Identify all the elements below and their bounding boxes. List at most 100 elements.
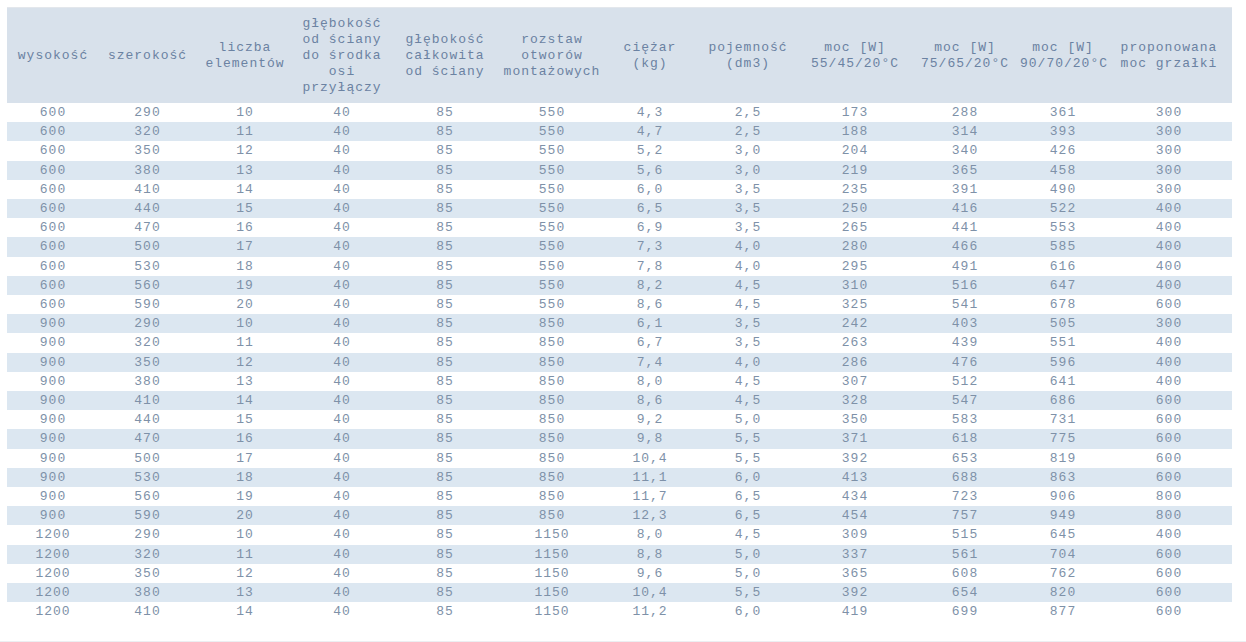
- cell-rozstaw-otworow: 1150: [500, 564, 604, 583]
- cell-moc-90-70-20: 819: [1020, 449, 1106, 468]
- cell-szerokosc: 380: [99, 583, 196, 602]
- table-row: 1200380134085115010,45,5392654820600: [7, 583, 1232, 602]
- cell-moc-55-45-20: 250: [800, 199, 910, 218]
- cell-liczba-elementow: 18: [196, 257, 294, 276]
- cell-glebokosc-calkowita: 85: [390, 506, 500, 525]
- cell-moc-75-65-20: 515: [910, 525, 1020, 544]
- cell-rozstaw-otworow: 850: [500, 314, 604, 333]
- cell-moc-90-70-20: 490: [1020, 180, 1106, 199]
- table-row: 1200410144085115011,26,0419699877600: [7, 602, 1232, 621]
- cell-moc-75-65-20: 416: [910, 199, 1020, 218]
- cell-wysokosc: 600: [7, 237, 99, 256]
- cell-rozstaw-otworow: 550: [500, 141, 604, 160]
- cell-ciezar-kg: 5,2: [604, 141, 696, 160]
- cell-szerokosc: 380: [99, 161, 196, 180]
- cell-rozstaw-otworow: 850: [500, 487, 604, 506]
- cell-moc-75-65-20: 391: [910, 180, 1020, 199]
- cell-moc-75-65-20: 561: [910, 545, 1020, 564]
- cell-szerokosc: 500: [99, 237, 196, 256]
- cell-pojemnosc-dm3: 4,0: [696, 237, 800, 256]
- cell-wysokosc: 1200: [7, 602, 99, 621]
- cell-wysokosc: 600: [7, 122, 99, 141]
- cell-moc-90-70-20: 616: [1020, 257, 1106, 276]
- cell-liczba-elementow: 14: [196, 391, 294, 410]
- cell-moc-90-70-20: 505: [1020, 314, 1106, 333]
- cell-liczba-elementow: 12: [196, 353, 294, 372]
- cell-moc-75-65-20: 654: [910, 583, 1020, 602]
- cell-ciezar-kg: 6,1: [604, 314, 696, 333]
- cell-glebokosc-osi-przylaczy: 40: [294, 122, 390, 141]
- cell-szerokosc: 500: [99, 449, 196, 468]
- cell-szerokosc: 290: [99, 103, 196, 122]
- cell-wysokosc: 600: [7, 180, 99, 199]
- cell-moc-55-45-20: 286: [800, 353, 910, 372]
- cell-liczba-elementow: 15: [196, 410, 294, 429]
- cell-liczba-elementow: 13: [196, 372, 294, 391]
- cell-moc-90-70-20: 551: [1020, 333, 1106, 352]
- column-header-moc-90-70-20: moc [W] 90/70/20°C: [1020, 8, 1106, 104]
- table-row: 9004701640858509,85,5371618775600: [7, 429, 1232, 448]
- cell-glebokosc-calkowita: 85: [390, 141, 500, 160]
- cell-proponowana-moc-grzalki: 800: [1106, 487, 1232, 506]
- cell-glebokosc-osi-przylaczy: 40: [294, 276, 390, 295]
- cell-liczba-elementow: 10: [196, 314, 294, 333]
- column-header-proponowana-moc-grzalki: proponowana moc grzałki: [1106, 8, 1232, 104]
- cell-pojemnosc-dm3: 2,5: [696, 103, 800, 122]
- cell-rozstaw-otworow: 850: [500, 391, 604, 410]
- cell-moc-75-65-20: 314: [910, 122, 1020, 141]
- cell-liczba-elementow: 12: [196, 141, 294, 160]
- cell-ciezar-kg: 9,2: [604, 410, 696, 429]
- cell-moc-55-45-20: 434: [800, 487, 910, 506]
- cell-moc-75-65-20: 288: [910, 103, 1020, 122]
- cell-glebokosc-calkowita: 85: [390, 583, 500, 602]
- cell-szerokosc: 290: [99, 314, 196, 333]
- cell-glebokosc-calkowita: 85: [390, 333, 500, 352]
- cell-rozstaw-otworow: 850: [500, 468, 604, 487]
- cell-moc-75-65-20: 441: [910, 218, 1020, 237]
- cell-szerokosc: 440: [99, 199, 196, 218]
- cell-pojemnosc-dm3: 3,5: [696, 180, 800, 199]
- cell-moc-75-65-20: 516: [910, 276, 1020, 295]
- cell-moc-55-45-20: 188: [800, 122, 910, 141]
- cell-moc-75-65-20: 541: [910, 295, 1020, 314]
- cell-glebokosc-calkowita: 85: [390, 199, 500, 218]
- table-row: 90053018408585011,16,0413688863600: [7, 468, 1232, 487]
- cell-proponowana-moc-grzalki: 300: [1106, 161, 1232, 180]
- cell-moc-90-70-20: 458: [1020, 161, 1106, 180]
- radiator-spec-table: wysokośćszerokośćliczba elementówgłęboko…: [7, 7, 1232, 621]
- cell-proponowana-moc-grzalki: 300: [1106, 103, 1232, 122]
- cell-moc-90-70-20: 522: [1020, 199, 1106, 218]
- cell-liczba-elementow: 17: [196, 237, 294, 256]
- cell-moc-90-70-20: 426: [1020, 141, 1106, 160]
- cell-wysokosc: 900: [7, 449, 99, 468]
- cell-rozstaw-otworow: 1150: [500, 545, 604, 564]
- cell-wysokosc: 900: [7, 506, 99, 525]
- cell-wysokosc: 1200: [7, 525, 99, 544]
- cell-moc-75-65-20: 403: [910, 314, 1020, 333]
- cell-moc-75-65-20: 491: [910, 257, 1020, 276]
- cell-liczba-elementow: 13: [196, 583, 294, 602]
- cell-liczba-elementow: 19: [196, 487, 294, 506]
- cell-wysokosc: 900: [7, 468, 99, 487]
- table-row: 6005902040855508,64,5325541678600: [7, 295, 1232, 314]
- cell-moc-55-45-20: 173: [800, 103, 910, 122]
- cell-glebokosc-calkowita: 85: [390, 487, 500, 506]
- cell-glebokosc-calkowita: 85: [390, 525, 500, 544]
- cell-ciezar-kg: 8,8: [604, 545, 696, 564]
- cell-proponowana-moc-grzalki: 600: [1106, 564, 1232, 583]
- cell-liczba-elementow: 11: [196, 333, 294, 352]
- cell-moc-55-45-20: 204: [800, 141, 910, 160]
- table-row: 6004701640855506,93,5265441553400: [7, 218, 1232, 237]
- cell-szerokosc: 380: [99, 372, 196, 391]
- cell-glebokosc-osi-przylaczy: 40: [294, 602, 390, 621]
- cell-szerokosc: 410: [99, 180, 196, 199]
- cell-wysokosc: 900: [7, 410, 99, 429]
- cell-ciezar-kg: 6,9: [604, 218, 696, 237]
- cell-szerokosc: 590: [99, 295, 196, 314]
- cell-moc-90-70-20: 877: [1020, 602, 1106, 621]
- cell-rozstaw-otworow: 550: [500, 218, 604, 237]
- table-row: 9003801340858508,04,5307512641400: [7, 372, 1232, 391]
- cell-glebokosc-osi-przylaczy: 40: [294, 506, 390, 525]
- cell-ciezar-kg: 8,6: [604, 391, 696, 410]
- column-header-pojemnosc-dm3: pojemność (dm3): [696, 8, 800, 104]
